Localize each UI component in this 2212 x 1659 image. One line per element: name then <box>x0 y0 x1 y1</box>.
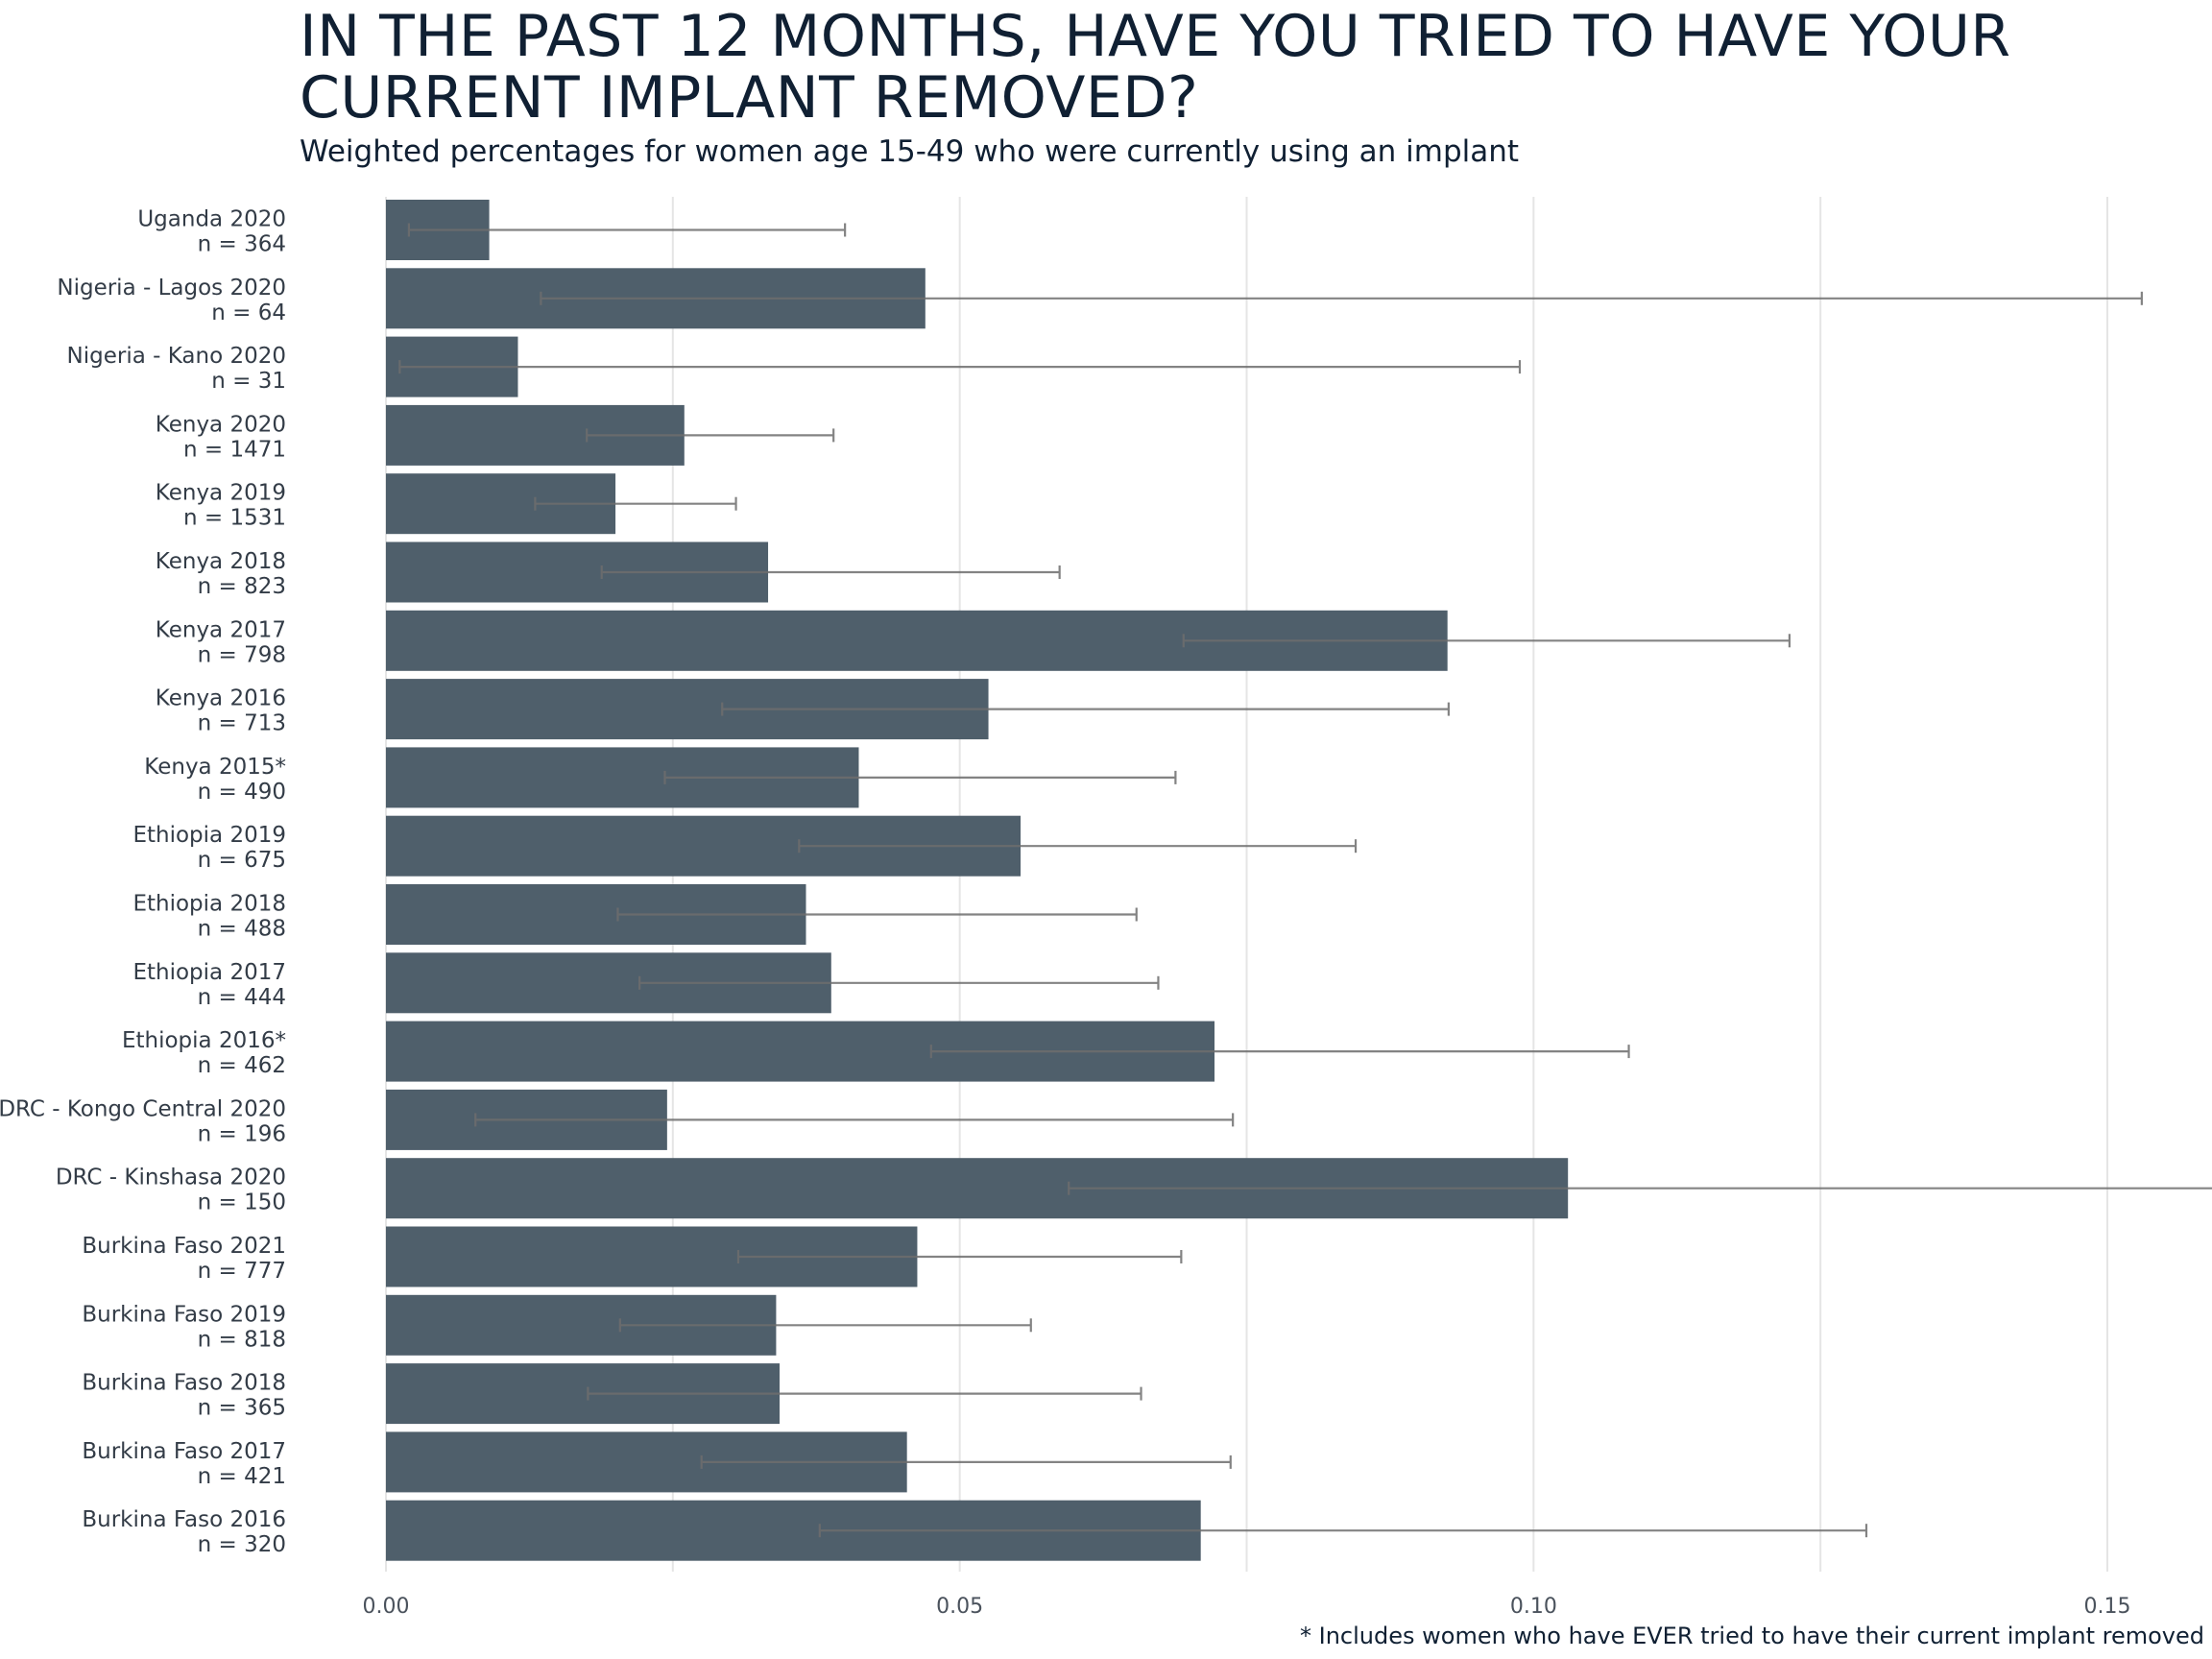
error-bar <box>638 975 1160 990</box>
error-bars <box>398 223 2212 1538</box>
error-bar <box>818 1524 1868 1538</box>
category-label: Kenya 2020 <box>156 412 286 437</box>
error-bar <box>600 565 1061 579</box>
sample-size-label: n = 320 <box>198 1532 286 1557</box>
category-label: Kenya 2016 <box>156 686 286 711</box>
sample-size-label: n = 777 <box>198 1259 286 1284</box>
sample-size-label: n = 713 <box>198 711 286 736</box>
error-bar <box>534 496 737 511</box>
chart-subtitle: Weighted percentages for women age 15-49… <box>300 134 1520 169</box>
chart-title: IN THE PAST 12 MONTHS, HAVE YOU TRIED TO… <box>300 3 2011 132</box>
category-label: Burkina Faso 2018 <box>82 1371 286 1396</box>
category-label: Kenya 2019 <box>156 481 286 506</box>
sample-size-label: n = 64 <box>211 301 286 325</box>
error-bar <box>616 907 1138 922</box>
error-bar <box>700 1455 1232 1469</box>
x-tick-label: 0.00 <box>363 1595 410 1619</box>
footnote: * Includes women who have EVER tried to … <box>1300 1623 2204 1649</box>
error-bar <box>618 1318 1032 1333</box>
error-bar <box>736 1250 1183 1263</box>
sample-size-label: n = 1531 <box>183 506 286 531</box>
category-label: DRC - Kinshasa 2020 <box>56 1166 286 1190</box>
error-bar <box>540 291 2143 305</box>
category-label: Uganda 2020 <box>137 207 286 232</box>
sample-size-label: n = 364 <box>198 232 286 257</box>
sample-size-label: n = 675 <box>198 848 286 873</box>
sample-size-label: n = 444 <box>198 985 286 1010</box>
error-bar <box>929 1045 1630 1059</box>
sample-size-label: n = 798 <box>198 642 286 667</box>
category-label: Burkina Faso 2016 <box>82 1507 286 1532</box>
error-bar <box>1068 1181 2212 1195</box>
sample-size-label: n = 421 <box>198 1464 286 1489</box>
bars <box>386 200 1569 1561</box>
sample-size-label: n = 462 <box>198 1053 286 1078</box>
error-bar <box>587 1386 1142 1401</box>
category-label: Kenya 2017 <box>156 617 286 642</box>
error-bar <box>798 839 1358 854</box>
category-label: Kenya 2018 <box>156 549 286 574</box>
sample-size-label: n = 365 <box>198 1396 286 1421</box>
error-bar <box>663 770 1177 784</box>
sample-size-label: n = 196 <box>198 1121 286 1146</box>
sample-size-label: n = 818 <box>198 1327 286 1352</box>
category-label: Burkina Faso 2021 <box>82 1234 286 1259</box>
sample-size-label: n = 1471 <box>183 437 286 462</box>
sample-size-label: n = 31 <box>211 369 286 394</box>
sample-size-label: n = 150 <box>198 1190 286 1215</box>
x-tick-label: 0.05 <box>936 1595 983 1619</box>
category-label: Nigeria - Kano 2020 <box>67 344 286 369</box>
category-label: Ethiopia 2016* <box>122 1028 286 1053</box>
sample-size-label: n = 490 <box>198 780 286 805</box>
error-bar <box>407 223 847 237</box>
x-tick-label: 0.10 <box>1510 1595 1557 1619</box>
category-label: Ethiopia 2017 <box>132 960 286 985</box>
category-label: DRC - Kongo Central 2020 <box>0 1096 286 1121</box>
error-bar <box>1182 634 1791 648</box>
x-tick-label: 0.15 <box>2084 1595 2131 1619</box>
category-label: Nigeria - Lagos 2020 <box>57 276 286 301</box>
category-label: Burkina Faso 2019 <box>82 1302 286 1327</box>
x-axis-tick-labels: 0.00 0.05 0.10 0.15 <box>363 1595 2131 1619</box>
error-bar <box>586 428 835 443</box>
sample-size-label: n = 823 <box>198 574 286 599</box>
sample-size-label: n = 488 <box>198 917 286 942</box>
category-label: Ethiopia 2019 <box>132 823 286 848</box>
category-label: Burkina Faso 2017 <box>82 1439 286 1464</box>
error-bar <box>398 360 1522 374</box>
category-label: Ethiopia 2018 <box>132 892 286 917</box>
error-bar <box>474 1113 1235 1127</box>
category-label: Kenya 2015* <box>144 755 286 780</box>
error-bar <box>721 702 1450 716</box>
